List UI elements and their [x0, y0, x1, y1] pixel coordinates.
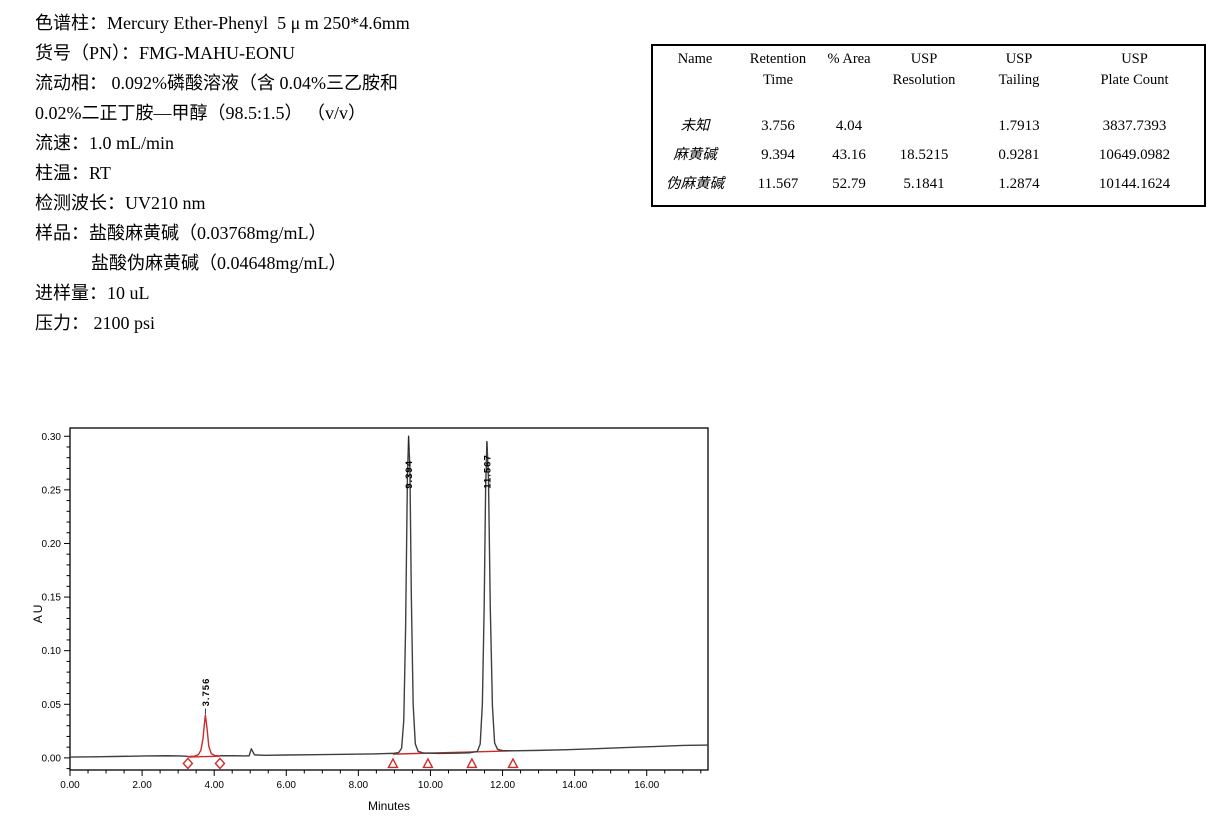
peak-retention-label: 11.567: [482, 454, 493, 489]
results-table-body: 未知 3.756 4.04 1.7913 3837.7393 麻黄碱 9.394 43.16 1…: [653, 112, 1204, 199]
method-line: 流速：1.0 mL/min: [35, 133, 174, 153]
integration-start-end-diamond: [214, 757, 226, 770]
method-line: 盐酸伪麻黄碱（0.04648mg/mL）: [91, 253, 347, 273]
integration-boundary-triangle: [387, 757, 399, 769]
table-cell-name: 麻黄碱: [673, 147, 717, 163]
table-cell-pct_area: 43.16: [832, 147, 866, 163]
column-header: Name: [653, 49, 737, 91]
y-tick-label: 0.30: [42, 432, 62, 443]
results-table-header: Name Retention Time% Area USP Resolution …: [653, 49, 1204, 112]
y-tick-label: 0.00: [42, 753, 62, 764]
x-tick-label: 0.00: [60, 780, 80, 791]
column-header-line1: USP Resolution: [892, 51, 956, 88]
column-header-line2: Tailing: [998, 72, 1040, 88]
x-tick-label: 10.00: [418, 780, 443, 791]
y-tick-label: 0.05: [42, 700, 62, 711]
column-header-line2: Plate Count: [1100, 72, 1169, 88]
table-cell-retention_time: 9.394: [761, 147, 795, 163]
y-axis-title: AU: [31, 603, 45, 624]
integrated-peak-trace: [187, 714, 221, 758]
x-tick-label: 6.00: [277, 780, 297, 791]
method-line: 压力： 2100 psi: [35, 313, 156, 333]
y-tick-label: 0.15: [42, 593, 62, 604]
column-header-line2: [819, 70, 879, 91]
header-row: Name Retention Time% Area USP Resolution …: [653, 49, 1204, 112]
table-cell-usp_tailing: 0.9281: [998, 147, 1040, 163]
x-tick-label: 8.00: [349, 780, 369, 791]
integration-boundary-triangle: [466, 757, 478, 769]
integration-start-end-diamond: [182, 757, 194, 770]
method-line: 进样量：10 uL: [35, 283, 150, 303]
integration-boundary-triangle: [507, 757, 519, 769]
peak-retention-label: 3.756: [201, 678, 212, 707]
column-header-line2: [879, 91, 969, 112]
method-line: 流动相： 0.092%磷酸溶液（含 0.04%三乙胺和: [35, 73, 398, 93]
table-row: 未知 3.756 4.04 1.7913 3837.7393: [653, 112, 1204, 141]
table-cell-usp_tailing: 1.2874: [998, 176, 1040, 192]
column-header: USP Tailing: [969, 49, 1069, 91]
method-line: 货号（PN）：FMG-MAHU-EONU: [35, 43, 296, 63]
chromatogram: 0.00 0.05 0.10 0.15 0.20 0.25 0.30 0.00 2.00 4.00…: [31, 427, 709, 813]
results-table: Name Retention Time% Area USP Resolution …: [651, 44, 1206, 207]
y-tick-label: 0.10: [42, 646, 62, 657]
method-line: 色谱柱：Mercury Ether-Phenyl 5 μ m 250*4.6mm: [35, 13, 410, 33]
y-tick-label: 0.25: [42, 485, 62, 496]
column-header: USP Resolution: [879, 49, 969, 112]
integration-boundary-triangle: [422, 757, 434, 769]
plot-frame: [69, 427, 709, 771]
x-tick-label: 12.00: [490, 780, 515, 791]
column-header: USP Plate Count: [1069, 49, 1200, 91]
column-header-line1: USP: [1121, 51, 1148, 67]
column-header: Retention Time: [737, 49, 819, 91]
column-header: % Area: [819, 49, 879, 91]
integration-baseline: [392, 750, 514, 755]
table-cell-usp_plate_count: 10649.0982: [1098, 147, 1171, 163]
table-cell-usp_resolution: 18.5215: [899, 147, 949, 163]
x-axis-title: Minutes: [368, 799, 410, 813]
table-cell-retention_time: 3.756: [761, 118, 795, 134]
x-tick-label: 14.00: [562, 780, 587, 791]
table-cell-name: 伪麻黄碱: [666, 176, 724, 192]
column-header-line1: % Area: [827, 51, 871, 67]
method-line: 0.02%二正丁胺—甲醇（98.5:1.5） （v/v）: [35, 103, 366, 123]
method-line: 检测波长：UV210 nm: [35, 193, 206, 213]
peak-retention-label: 9.394: [404, 460, 415, 489]
method-line: 柱温：RT: [35, 163, 111, 183]
column-header-line1: USP: [1005, 51, 1033, 67]
x-tick-label: 16.00: [634, 780, 659, 791]
table-cell-retention_time: 11.567: [757, 176, 799, 192]
column-header-line2: [653, 70, 737, 91]
x-tick-label: 2.00: [132, 780, 152, 791]
method-info: 色谱柱：Mercury Ether-Phenyl 5 μ m 250*4.6mm…: [35, 8, 635, 338]
table-cell-usp_tailing: 1.7913: [998, 118, 1040, 134]
table-cell-usp_plate_count: 3837.7393: [1102, 118, 1167, 134]
table-cell-usp_plate_count: 10144.1624: [1098, 176, 1171, 192]
table-cell-pct_area: 4.04: [835, 118, 863, 134]
x-tick-label: 4.00: [204, 780, 224, 791]
column-header-line1: Retention: [749, 51, 807, 67]
column-header-line1: Name: [677, 51, 713, 67]
chromatogram-trace: [69, 755, 188, 758]
table-cell-name: 未知: [680, 118, 710, 134]
chromatogram-trace: [219, 435, 709, 757]
method-line: 样品：盐酸麻黄碱（0.03768mg/mL）: [35, 223, 327, 243]
y-tick-label: 0.20: [42, 539, 62, 550]
table-row: 麻黄碱 9.394 43.16 18.5215 0.9281 10649.0982: [653, 141, 1204, 170]
table-cell-pct_area: 52.79: [832, 176, 866, 192]
column-header-line2: Time: [762, 72, 794, 88]
table-row: 伪麻黄碱 11.567 52.79 5.1841 1.2874 10144.1624: [653, 170, 1204, 199]
table-cell-usp_resolution: 5.1841: [903, 176, 945, 192]
